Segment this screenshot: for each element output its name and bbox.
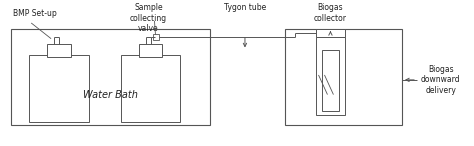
Bar <box>321 50 339 111</box>
Bar <box>121 55 180 122</box>
Bar <box>316 37 346 115</box>
Text: BMP Set-up: BMP Set-up <box>13 9 57 18</box>
Bar <box>29 55 89 122</box>
Bar <box>154 34 159 40</box>
Bar <box>11 29 210 125</box>
Bar <box>138 44 163 57</box>
Text: Biogas
downward
delivery: Biogas downward delivery <box>421 65 461 95</box>
Text: Tygon tube: Tygon tube <box>224 3 266 12</box>
Text: Sample
collecting
valve: Sample collecting valve <box>130 3 167 33</box>
Text: Water Bath: Water Bath <box>83 90 138 100</box>
Bar <box>47 44 71 57</box>
Bar <box>316 29 346 37</box>
Text: Biogas
collector: Biogas collector <box>314 3 347 23</box>
Bar <box>285 29 402 125</box>
